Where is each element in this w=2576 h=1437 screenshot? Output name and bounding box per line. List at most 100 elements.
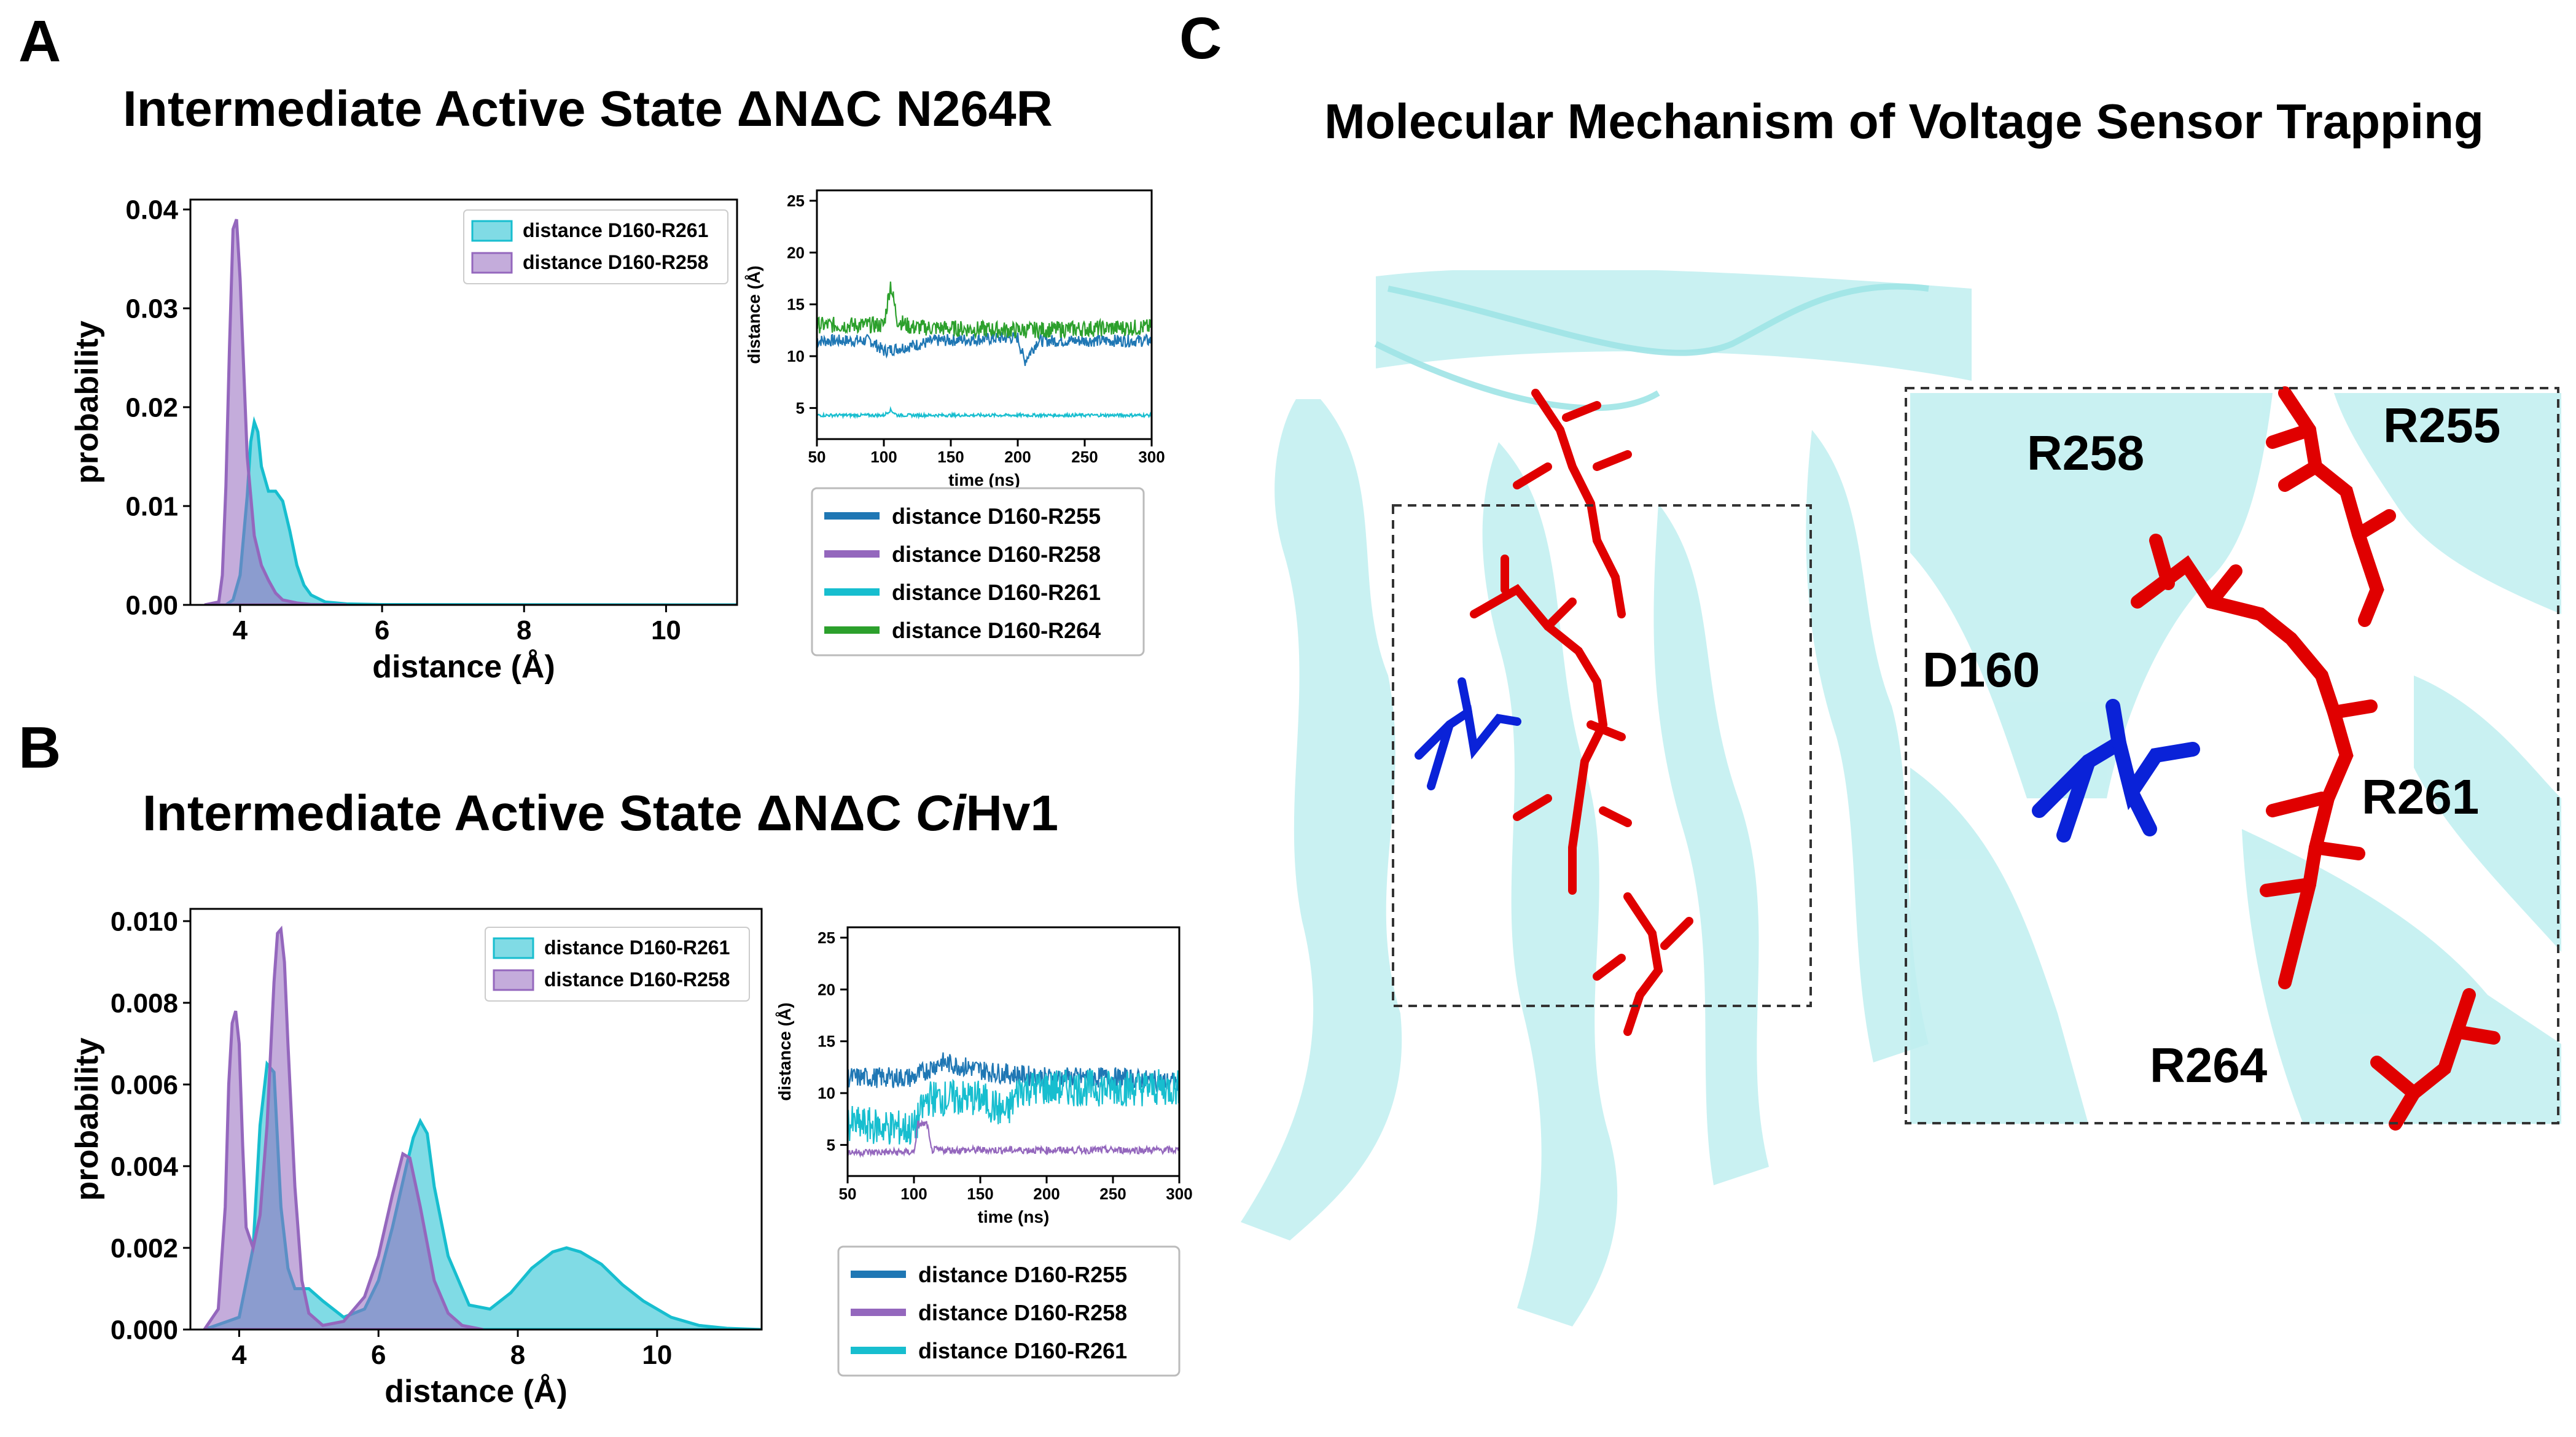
y-tick-label: 0.002 — [111, 1233, 178, 1263]
plot-area — [203, 925, 762, 1330]
legend-label: distance D160-R258 — [892, 542, 1101, 567]
y-tick-label: 0.04 — [125, 195, 178, 225]
legend-label: distance D160-R255 — [918, 1262, 1127, 1287]
plot-area — [817, 281, 1152, 420]
x-tick-label: 8 — [517, 615, 531, 645]
legend-box — [811, 487, 1145, 656]
legend-label: distance D160-R258 — [918, 1300, 1127, 1325]
y-axis-label: probability — [69, 1038, 105, 1201]
y-axis-label: distance (Å) — [744, 265, 763, 364]
panel-letter-b: B — [18, 715, 61, 781]
label-r255: R255 — [2383, 398, 2500, 453]
legend-swatch — [471, 220, 513, 242]
legend-label: distance D160-R261 — [523, 219, 708, 241]
x-axis-label: distance (Å) — [384, 1374, 568, 1409]
x-tick-label: 250 — [1071, 448, 1098, 466]
red-residues-zoom — [2131, 386, 2500, 1131]
chart-b-histogram: 4 6 8 10 0.000 0.002 0.004 0.006 0.008 0.010 dista… — [69, 906, 763, 1409]
series-line-distance-d160-r264 — [817, 281, 1152, 341]
x-tick-label: 200 — [1004, 448, 1031, 466]
x-tick-label: 4 — [232, 1340, 247, 1370]
y-tick-label: 0.008 — [111, 988, 178, 1018]
x-axis-label: distance (Å) — [372, 649, 555, 685]
series-area-distance-d160-r258 — [203, 925, 483, 1330]
y-tick-label: 20 — [787, 243, 805, 262]
y-tick-label: 0.01 — [125, 491, 178, 521]
y-tick-label: 0.010 — [111, 906, 178, 937]
panel-b-title-part2: Hv1 — [966, 785, 1058, 841]
x-tick-label: 8 — [510, 1340, 525, 1370]
y-tick-label: 0.02 — [125, 392, 178, 423]
panel-b-title-italic: Ci — [916, 785, 967, 841]
y-tick-label: 20 — [818, 980, 835, 999]
x-tick-label: 6 — [371, 1340, 386, 1370]
protein-structure-image: R258 R255 D160 R261 R264 — [1241, 270, 2561, 1326]
legend-label: distance D160-R258 — [523, 251, 708, 273]
x-tick-label: 100 — [870, 448, 897, 466]
legend-label: distance D160-R258 — [544, 968, 730, 991]
chart-b-timeseries: 50 100 150 200 250 300 5 10 15 20 25 time (ns) dista… — [775, 926, 1193, 1377]
legend-label: distance D160-R261 — [918, 1338, 1127, 1363]
axes-frame — [189, 198, 738, 606]
x-tick-label: 300 — [1138, 448, 1165, 466]
legend-swatch — [493, 937, 534, 959]
y-axis-label: probability — [69, 321, 105, 484]
x-tick-label: 50 — [808, 448, 826, 466]
x-tick-label: 100 — [900, 1185, 927, 1203]
legend-box — [463, 209, 728, 284]
panel-b-title-part1: Intermediate Active State ΔNΔC — [142, 785, 916, 841]
chart-a-timeseries: 50 100 150 200 250 300 5 10 15 20 25 time (ns) dista… — [744, 189, 1165, 656]
panel-b-title: Intermediate Active State ΔNΔC CiHv1 — [142, 785, 1058, 841]
x-tick-label: 50 — [839, 1185, 857, 1203]
y-tick-label: 5 — [796, 399, 805, 417]
label-r258: R258 — [2027, 426, 2144, 480]
x-tick-label: 10 — [651, 615, 681, 645]
x-axis-label: time (ns) — [948, 470, 1020, 489]
x-tick-label: 4 — [233, 615, 248, 645]
y-tick-label: 0.00 — [125, 590, 178, 620]
label-d160: D160 — [1922, 642, 2040, 697]
y-tick-label: 25 — [818, 929, 835, 947]
legend-box — [485, 927, 750, 1002]
chart-a-histogram: 4 6 8 10 0.00 0.01 0.02 0.03 0.04 distance (Å) pro… — [69, 195, 738, 685]
series-line-distance-d160-r261 — [848, 1069, 1179, 1145]
series-line-distance-d160-r261 — [817, 406, 1152, 420]
x-tick-label: 6 — [375, 615, 389, 645]
protein-loops-overview — [1374, 283, 1929, 411]
series-line-distance-d160-r255 — [817, 331, 1152, 366]
series-line-distance-d160-r258 — [848, 1119, 1179, 1158]
y-tick-label: 25 — [787, 192, 805, 210]
y-tick-label: 0.03 — [125, 294, 178, 324]
y-axis-label: distance (Å) — [775, 1002, 794, 1100]
axes-frame — [816, 189, 1153, 440]
y-tick-label: 0.000 — [111, 1315, 178, 1345]
x-axis-label: time (ns) — [978, 1207, 1050, 1226]
y-tick-label: 10 — [818, 1084, 835, 1102]
legend-label: distance D160-R264 — [892, 618, 1101, 643]
panel-letter-c: C — [1179, 6, 1222, 71]
legend-swatch — [493, 969, 534, 991]
x-tick-label: 150 — [967, 1185, 993, 1203]
y-tick-label: 0.004 — [111, 1151, 179, 1182]
x-tick-label: 150 — [937, 448, 964, 466]
series-area-distance-d160-r258 — [204, 219, 347, 605]
blue-residue-zoom — [2032, 699, 2200, 843]
zoom-box — [1905, 387, 2559, 1124]
label-r264: R264 — [2150, 1038, 2268, 1092]
protein-helices-zoom — [1910, 393, 2561, 1124]
series-line-distance-d160-r255 — [848, 1052, 1179, 1092]
plot-area — [848, 1052, 1179, 1158]
x-tick-label: 200 — [1033, 1185, 1060, 1203]
legend-label: distance D160-R255 — [892, 504, 1101, 529]
y-tick-label: 5 — [827, 1135, 835, 1154]
x-tick-label: 10 — [642, 1340, 672, 1370]
axes-frame — [846, 926, 1181, 1177]
x-tick-label: 250 — [1099, 1185, 1126, 1203]
series-area-distance-d160-r261 — [205, 416, 737, 605]
y-tick-label: 0.006 — [111, 1070, 178, 1100]
overview-zoom-box — [1392, 504, 1812, 1007]
y-tick-label: 10 — [787, 347, 805, 365]
x-tick-label: 300 — [1166, 1185, 1192, 1203]
